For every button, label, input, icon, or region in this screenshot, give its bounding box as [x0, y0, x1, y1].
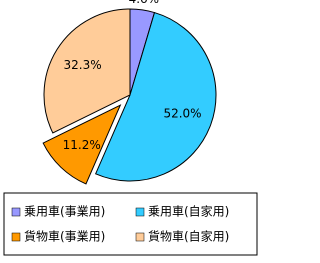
legend-marker: [135, 207, 145, 217]
legend-marker: [11, 232, 21, 242]
legend-marker: [135, 232, 145, 242]
legend-box: [3, 192, 258, 256]
pie-slice: [43, 8, 131, 134]
legend-label: 乗用車(事業用): [24, 205, 105, 219]
pie-slice: [94, 11, 217, 182]
data-label: 4.6%: [129, 0, 160, 6]
legend-marker: [11, 207, 21, 217]
legend-label: 乗用車(自家用): [148, 204, 229, 219]
legend-label: 貨物車(事業用): [24, 229, 105, 244]
data-label: 11.2%: [63, 138, 101, 152]
pie-slice: [42, 104, 122, 185]
chart: 4.6% 52.0% 11.2% 32.3% 乗用車(事業用) 乗用車(自家用) 貨物車(事…: [3, 0, 258, 256]
data-label: 32.3%: [63, 58, 101, 72]
data-label: 52.0%: [163, 107, 201, 121]
legend-label: 貨物車(自家用): [148, 229, 229, 244]
